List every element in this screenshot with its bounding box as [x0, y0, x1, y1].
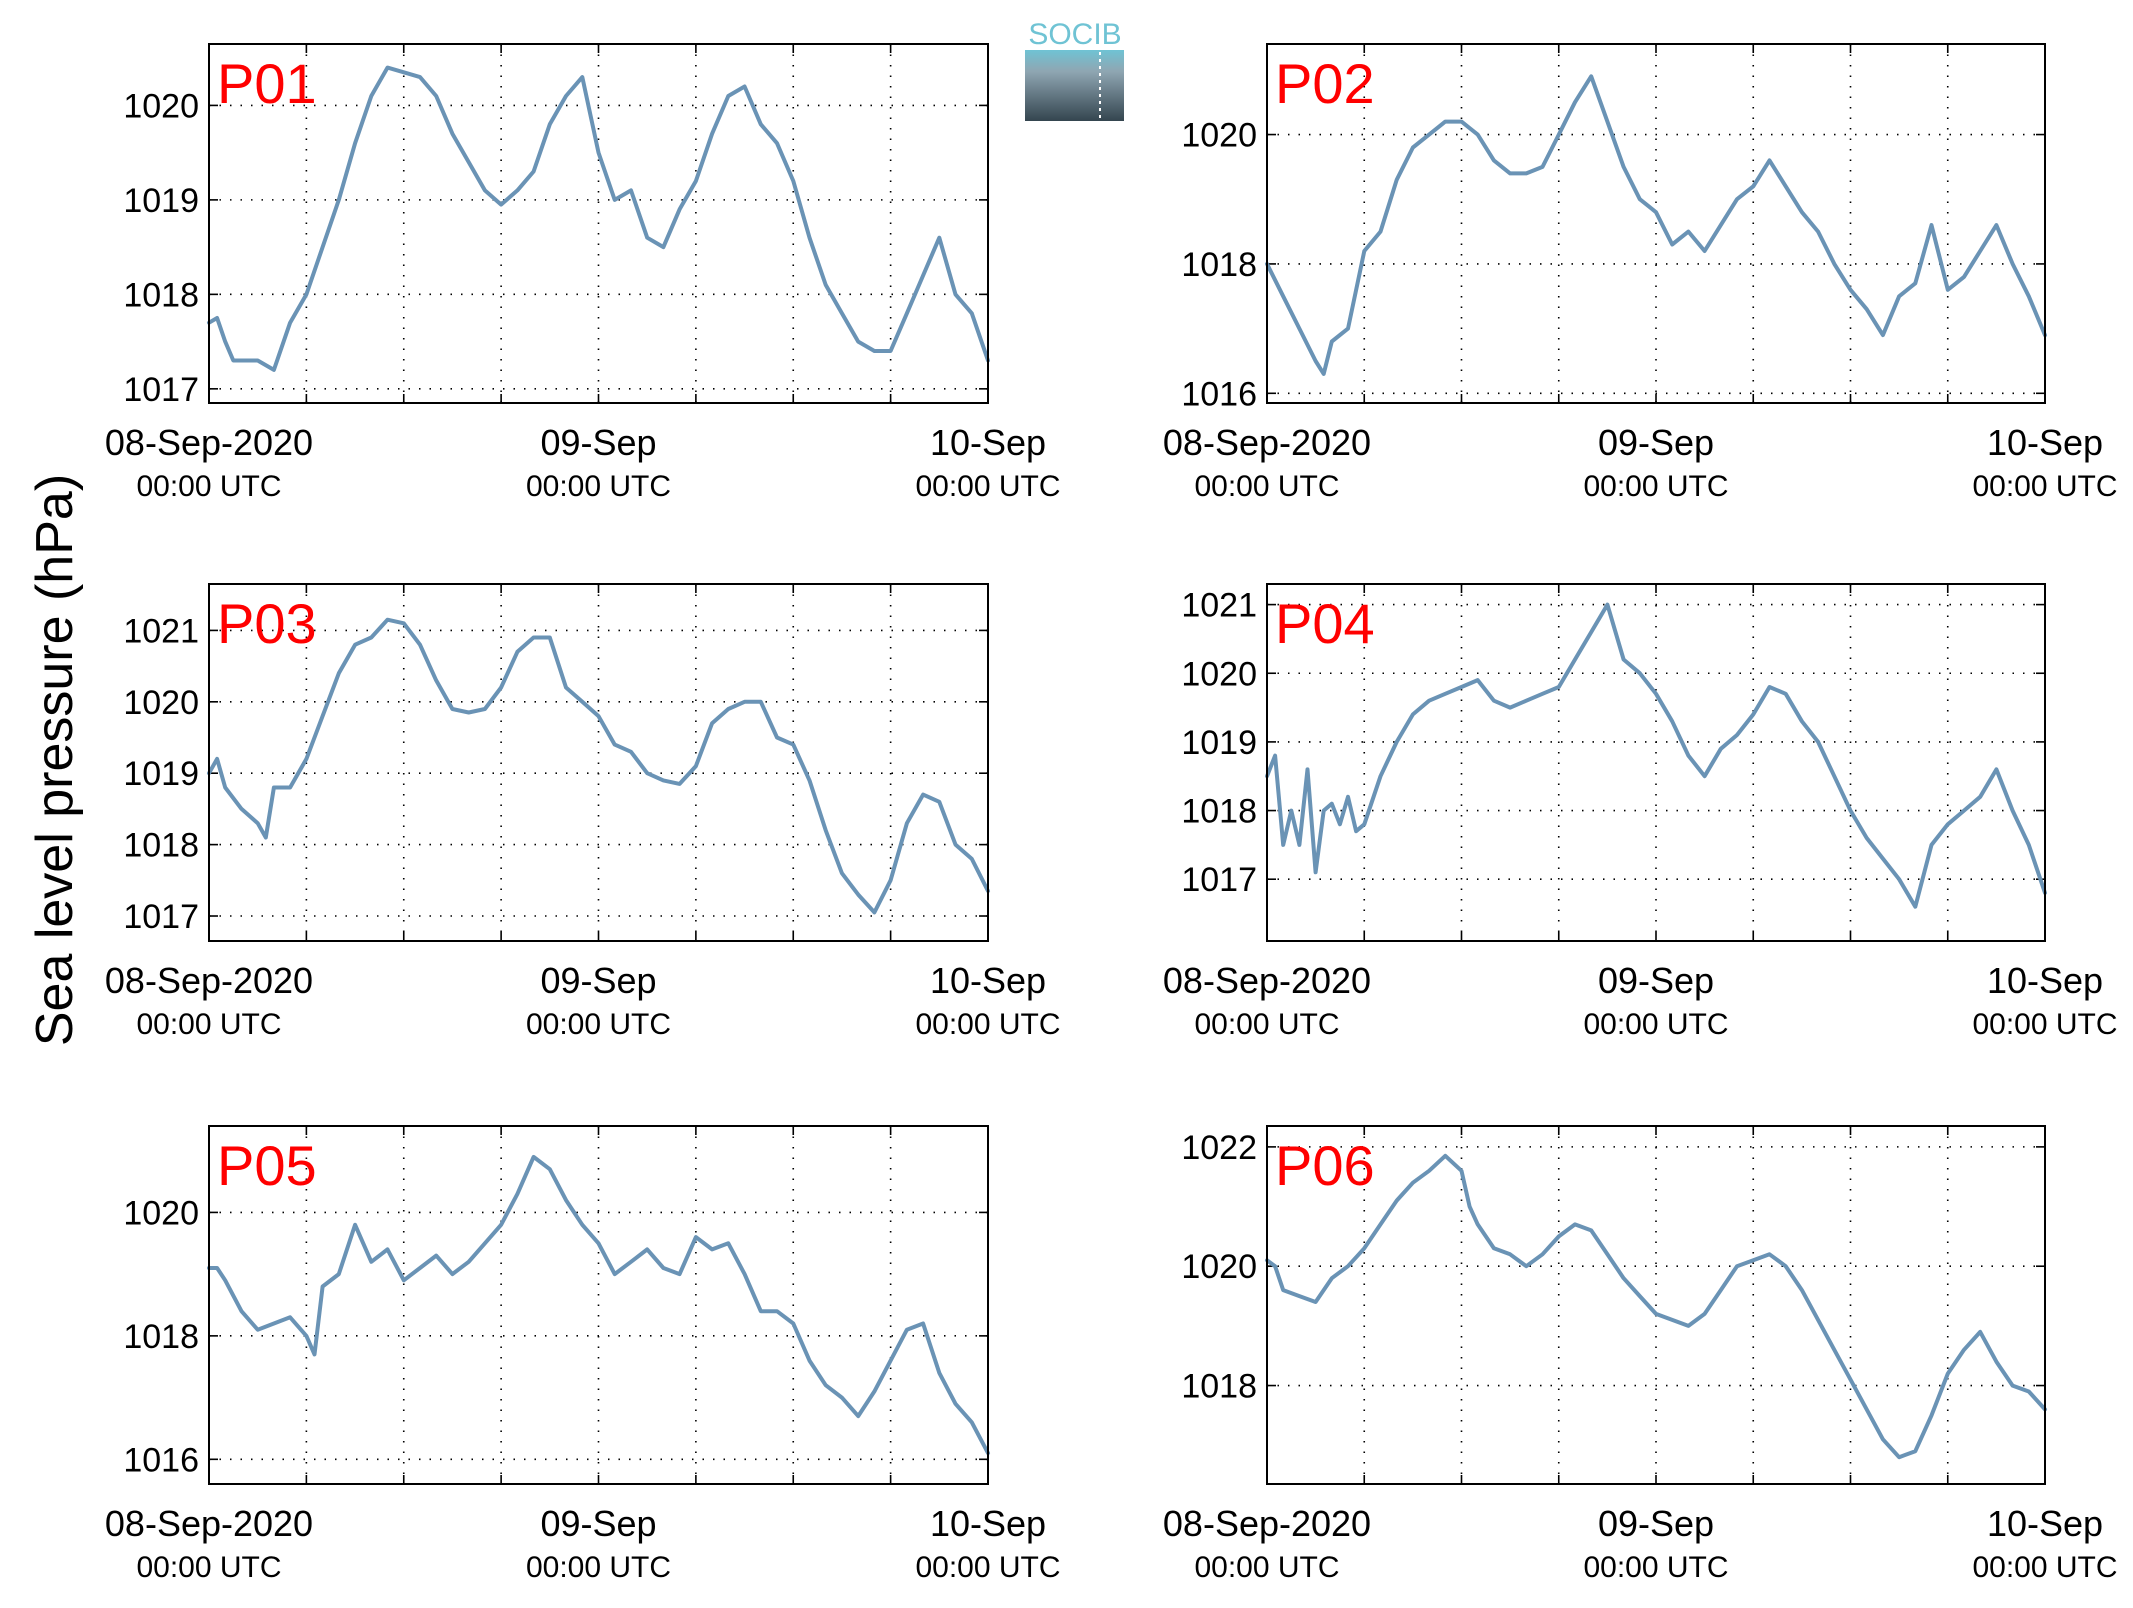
- y-tick-label: 1020: [1181, 1248, 1257, 1286]
- y-tick-label: 1019: [1181, 724, 1257, 762]
- panel-label: P02: [1275, 52, 1375, 115]
- y-tick-label: 1019: [123, 182, 199, 220]
- logo-text: SOCIB: [1028, 18, 1121, 51]
- chart-panel-p02: 1016 1018 1020 08-Sep-2020 00:00 UTC 09-Sep 00…: [1163, 43, 2118, 503]
- pressure-series-line: [1265, 74, 2047, 376]
- x-tick-label-date: 09-Sep: [1598, 1503, 1714, 1544]
- plot-frame: [208, 1125, 989, 1485]
- y-tick-label: 1019: [123, 755, 199, 793]
- plot-frame: [1266, 1125, 2046, 1485]
- x-tick-label-time: 00:00 UTC: [136, 1008, 281, 1041]
- chart-panel-p06: 1018 1020 1022 08-Sep-2020 00:00 UTC 09-Sep 00…: [1163, 1125, 2118, 1584]
- y-tick-label: 1018: [123, 276, 199, 314]
- x-tick-label-date: 10-Sep: [1987, 422, 2103, 463]
- panel-label: P04: [1275, 592, 1375, 655]
- plot-frame: [1266, 43, 2046, 404]
- y-tick-label: 1017: [123, 898, 199, 936]
- logo-block: [1025, 50, 1124, 121]
- x-tick-label-date: 09-Sep: [540, 960, 656, 1001]
- socib-logo: SOCIB: [1025, 18, 1124, 121]
- pressure-series-line: [1265, 1153, 2047, 1460]
- x-tick-label-time: 00:00 UTC: [1583, 1551, 1728, 1584]
- panels: 1017 1018 1019 1020 08-Sep-2020 00:00 UTC 09-S…: [105, 43, 2118, 1584]
- x-tick-label-time: 00:00 UTC: [1194, 1551, 1339, 1584]
- y-tick-label: 1017: [123, 371, 199, 409]
- x-tick-label-time: 00:00 UTC: [526, 470, 671, 503]
- x-tick-label-time: 00:00 UTC: [1194, 470, 1339, 503]
- y-tick-label: 1020: [123, 87, 199, 125]
- x-tick-label-date: 08-Sep-2020: [105, 422, 313, 463]
- y-tick-label: 1020: [123, 1194, 199, 1232]
- x-tick-label-time: 00:00 UTC: [1583, 1008, 1728, 1041]
- x-tick-label-date: 08-Sep-2020: [1163, 1503, 1371, 1544]
- y-axis-label: Sea level pressure (hPa): [26, 474, 84, 1046]
- x-tick-label-time: 00:00 UTC: [915, 1008, 1060, 1041]
- x-tick-label-time: 00:00 UTC: [915, 470, 1060, 503]
- y-tick-label: 1018: [1181, 1368, 1257, 1406]
- plot-frame: [1266, 583, 2046, 942]
- x-tick-label-date: 10-Sep: [1987, 1503, 2103, 1544]
- x-tick-label-time: 00:00 UTC: [136, 1551, 281, 1584]
- x-tick-label-date: 09-Sep: [540, 1503, 656, 1544]
- x-tick-label-date: 10-Sep: [1987, 960, 2103, 1001]
- x-tick-label-date: 09-Sep: [1598, 960, 1714, 1001]
- panel-label: P06: [1275, 1134, 1375, 1197]
- x-tick-label-time: 00:00 UTC: [136, 470, 281, 503]
- x-tick-label-time: 00:00 UTC: [1194, 1008, 1339, 1041]
- chart-panel-p05: 1016 1018 1020 08-Sep-2020 00:00 UTC 09-Sep 00…: [105, 1125, 1061, 1584]
- x-tick-label-time: 00:00 UTC: [1972, 1551, 2117, 1584]
- y-tick-label: 1021: [1181, 587, 1257, 625]
- y-tick-label: 1018: [123, 827, 199, 865]
- x-tick-label-time: 00:00 UTC: [915, 1551, 1060, 1584]
- x-tick-label-date: 08-Sep-2020: [1163, 960, 1371, 1001]
- y-tick-label: 1017: [1181, 861, 1257, 899]
- x-tick-label-date: 09-Sep: [540, 422, 656, 463]
- x-tick-label-time: 00:00 UTC: [526, 1551, 671, 1584]
- y-tick-label: 1018: [1181, 246, 1257, 284]
- y-tick-label: 1018: [1181, 793, 1257, 831]
- y-tick-label: 1016: [1181, 375, 1257, 413]
- pressure-series-line: [207, 1154, 990, 1456]
- y-tick-label: 1021: [123, 612, 199, 650]
- x-tick-label-time: 00:00 UTC: [1972, 470, 2117, 503]
- panel-label: P05: [217, 1134, 317, 1197]
- y-tick-label: 1022: [1181, 1129, 1257, 1167]
- x-tick-label-date: 09-Sep: [1598, 422, 1714, 463]
- x-tick-label-time: 00:00 UTC: [1972, 1008, 2117, 1041]
- pressure-series-line: [207, 617, 990, 915]
- chart-panel-p03: 1017 1018 1019 1020 1021 08-Sep-2020 00:00 UTC…: [105, 583, 1061, 1041]
- x-tick-label-date: 10-Sep: [930, 422, 1046, 463]
- pressure-series-line: [1265, 602, 2047, 909]
- plot-frame: [208, 43, 989, 404]
- panel-label: P01: [217, 52, 317, 115]
- x-tick-label-date: 08-Sep-2020: [105, 1503, 313, 1544]
- chart-panel-p01: 1017 1018 1019 1020 08-Sep-2020 00:00 UTC 09-S…: [105, 43, 1061, 503]
- chart-panel-p04: 1017 1018 1019 1020 1021 08-Sep-2020 00:00 UTC…: [1163, 583, 2118, 1041]
- x-tick-label-date: 08-Sep-2020: [105, 960, 313, 1001]
- y-tick-label: 1020: [1181, 655, 1257, 693]
- x-tick-label-time: 00:00 UTC: [1583, 470, 1728, 503]
- y-tick-label: 1016: [123, 1441, 199, 1479]
- x-tick-label-date: 10-Sep: [930, 960, 1046, 1001]
- x-tick-label-date: 10-Sep: [930, 1503, 1046, 1544]
- y-tick-label: 1018: [123, 1318, 199, 1356]
- x-tick-label-date: 08-Sep-2020: [1163, 422, 1371, 463]
- panel-label: P03: [217, 592, 317, 655]
- pressure-series-line: [207, 65, 990, 372]
- x-tick-label-time: 00:00 UTC: [526, 1008, 671, 1041]
- y-tick-label: 1020: [123, 684, 199, 722]
- plot-frame: [208, 583, 989, 942]
- y-tick-label: 1020: [1181, 117, 1257, 155]
